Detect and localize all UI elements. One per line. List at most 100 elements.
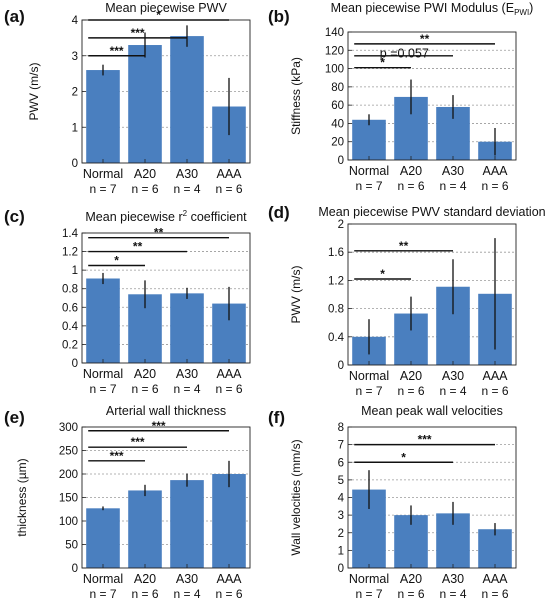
- panel-title-superscript: 2: [183, 209, 188, 218]
- x-category-label: A30: [442, 164, 464, 178]
- x-category-label: A30: [176, 167, 198, 181]
- sample-size-label: n = 6: [481, 587, 508, 601]
- bar: [86, 70, 120, 163]
- panel-title-end: ): [529, 1, 533, 15]
- y-tick-label: 1.4: [62, 228, 79, 240]
- y-tick-label: 50: [65, 540, 78, 552]
- chart-panel-e: (e) Arterial wall thickness 0 50 100 150 200 25…: [4, 404, 251, 601]
- x-category-label: Normal: [83, 572, 123, 586]
- sample-size-label: n = 4: [439, 384, 466, 398]
- y-axis-label: PWV (m/s): [27, 63, 41, 121]
- x-category-label: AAA: [216, 167, 242, 181]
- y-tick-label: 0.2: [62, 339, 78, 351]
- panel-title-main: Mean piecewise r: [85, 210, 182, 224]
- axes-frame: [81, 232, 251, 364]
- panel-letter: (c): [4, 207, 25, 226]
- sample-size-label: n = 6: [397, 587, 424, 601]
- significance-label: **: [154, 226, 164, 240]
- significance-label: ***: [418, 433, 432, 447]
- y-tick-label: 0.6: [62, 302, 78, 314]
- y-tick-label: 1.6: [328, 247, 344, 259]
- axes-frame: [81, 426, 251, 569]
- x-category-label: A30: [442, 369, 464, 383]
- x-category-label: Normal: [349, 369, 389, 383]
- x-category-label: A20: [400, 164, 422, 178]
- bar: [170, 36, 204, 163]
- y-tick-label: 100: [325, 64, 344, 76]
- significance-label: *: [401, 450, 406, 464]
- y-tick-label: 0: [72, 358, 78, 370]
- x-category-label: A20: [400, 572, 422, 586]
- sample-size-label: n = 7: [89, 182, 116, 196]
- chart-panel-b: (b) Mean piecewise PWI Modulus (EPWI) 0 20 4…: [268, 1, 533, 193]
- x-category-label: AAA: [482, 572, 508, 586]
- x-category-label: AAA: [216, 367, 242, 381]
- sample-size-label: n = 6: [397, 179, 424, 193]
- sample-size-label: n = 7: [89, 382, 116, 396]
- y-tick-label: 300: [59, 422, 78, 434]
- significance-label: ***: [131, 26, 145, 40]
- panel-title: Mean piecewise PWI Modulus (EPWI): [331, 1, 534, 17]
- sample-size-label: n = 4: [439, 179, 466, 193]
- y-tick-label: 0: [72, 158, 78, 170]
- panel-letter: (e): [4, 408, 25, 427]
- panel-letter: (f): [268, 408, 285, 427]
- y-tick-label: 1: [72, 265, 78, 277]
- y-axis-label: Wall velocities (mm/s): [289, 439, 303, 555]
- y-tick-label: 5: [338, 475, 344, 487]
- y-axis-label: Stiffness (kPa): [289, 57, 303, 135]
- bar: [478, 529, 512, 568]
- sample-size-label: n = 7: [355, 179, 382, 193]
- sample-size-label: n = 7: [355, 384, 382, 398]
- significance-label: **: [133, 240, 143, 254]
- panel-letter: (d): [268, 203, 290, 222]
- bar: [128, 490, 162, 568]
- y-tick-label: 0.8: [62, 284, 78, 296]
- y-tick-label: 60: [331, 100, 344, 112]
- bar: [170, 480, 204, 568]
- significance-label: *: [156, 8, 161, 22]
- panel-title-end: coefficient: [187, 210, 247, 224]
- significance-label: ***: [110, 449, 124, 463]
- y-tick-label: 2: [72, 87, 78, 99]
- x-category-label: Normal: [83, 367, 123, 381]
- sample-size-label: n = 6: [215, 587, 242, 601]
- bar: [86, 278, 120, 363]
- x-category-label: A30: [442, 572, 464, 586]
- chart-panel-d: (d) Mean piecewise PWV standard deviation…: [268, 203, 546, 398]
- x-category-label: Normal: [349, 164, 389, 178]
- y-tick-label: 3: [338, 510, 344, 522]
- y-tick-label: 6: [338, 457, 344, 469]
- sample-size-label: n = 6: [215, 382, 242, 396]
- y-tick-label: 0: [338, 155, 344, 167]
- panel-title-main: Mean piecewise PWV: [105, 1, 227, 15]
- significance-label: *: [114, 254, 119, 268]
- sample-size-label: n = 4: [439, 587, 466, 601]
- bar: [170, 293, 204, 363]
- y-tick-label: 4: [338, 493, 345, 505]
- y-axis-label: thickness (µm): [15, 458, 29, 536]
- significance-label: **: [420, 32, 430, 46]
- chart-panel-a: (a) Mean piecewise PWV 0 1 2 3 4 PWV (m/s) Norma…: [4, 1, 251, 196]
- y-tick-label: 3: [72, 51, 78, 63]
- y-tick-label: 80: [331, 82, 344, 94]
- bar: [128, 45, 162, 163]
- y-tick-label: 0: [338, 563, 344, 575]
- panel-title-main: Mean piecewise PWI Modulus (E: [331, 1, 514, 15]
- x-category-label: AAA: [482, 369, 508, 383]
- sample-size-label: n = 6: [481, 384, 508, 398]
- y-tick-label: 0.8: [328, 304, 344, 316]
- x-category-label: Normal: [83, 167, 123, 181]
- x-category-label: A30: [176, 572, 198, 586]
- y-tick-label: 20: [331, 137, 344, 149]
- y-tick-label: 120: [325, 45, 344, 57]
- bar: [212, 474, 246, 568]
- panel-title-main: Mean piecewise PWV standard deviation: [318, 205, 545, 219]
- bar: [86, 508, 120, 568]
- y-tick-label: 0: [338, 360, 344, 372]
- sample-size-label: n = 4: [173, 382, 200, 396]
- panel-title: Mean piecewise PWV standard deviation: [318, 205, 545, 219]
- sample-size-label: n = 6: [131, 587, 158, 601]
- x-category-label: A20: [134, 367, 156, 381]
- panel-title: Mean piecewise PWV: [105, 1, 227, 15]
